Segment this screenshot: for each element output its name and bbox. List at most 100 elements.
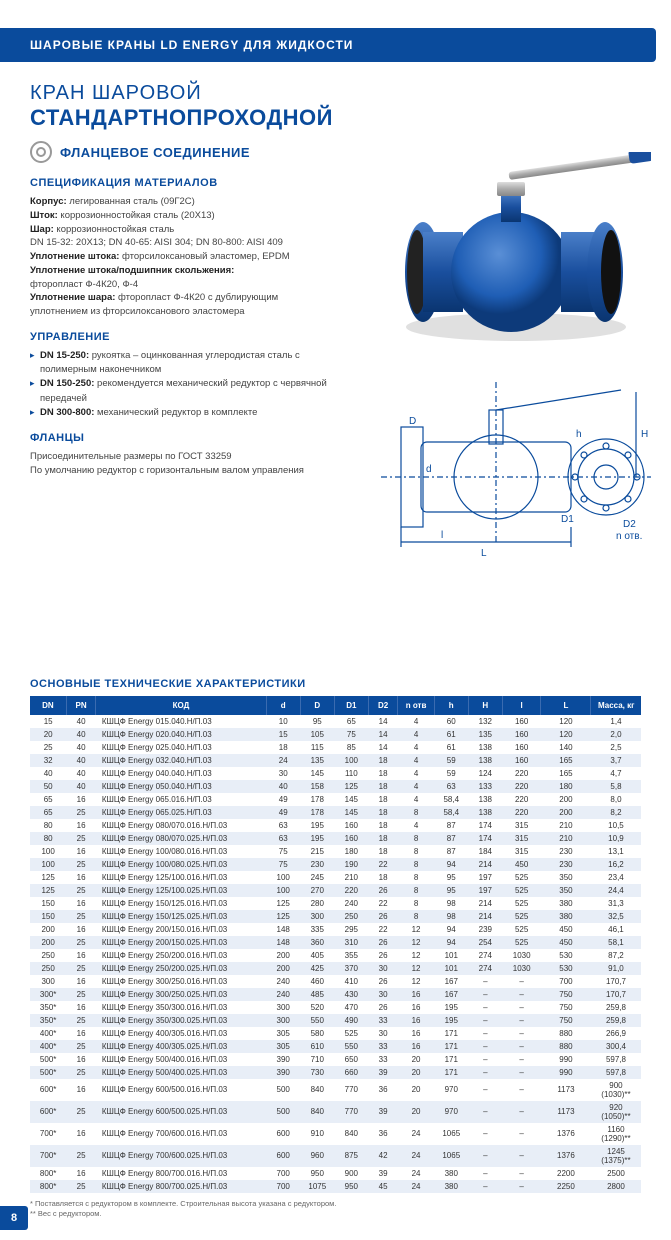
table-cell: 750 bbox=[541, 988, 591, 1001]
table-cell: 174 bbox=[468, 819, 502, 832]
table-cell: – bbox=[502, 1145, 541, 1167]
table-cell: 16 bbox=[66, 897, 96, 910]
table-cell: 910 bbox=[300, 1123, 334, 1145]
table-cell: 355 bbox=[334, 949, 368, 962]
table-cell: 160 bbox=[334, 819, 368, 832]
svg-text:l: l bbox=[441, 530, 443, 541]
table-cell: КШЦФ Energy 050.040.Н/П.03 bbox=[96, 780, 266, 793]
spec-line: Уплотнение штока: фторсилоксановый эласт… bbox=[30, 250, 350, 264]
table-cell: 200 bbox=[266, 949, 300, 962]
table-cell: КШЦФ Energy 150/125.025.Н/П.03 bbox=[96, 910, 266, 923]
table-cell: 660 bbox=[334, 1066, 368, 1079]
table-cell: 650 bbox=[334, 1053, 368, 1066]
table-cell: 530 bbox=[541, 962, 591, 975]
table-cell: 730 bbox=[300, 1066, 334, 1079]
table-row: 8016КШЦФ Energy 080/070.016.Н/П.03631951… bbox=[30, 819, 641, 832]
table-cell: 180 bbox=[334, 845, 368, 858]
table-row: 2040КШЦФ Energy 020.040.Н/П.031510575144… bbox=[30, 728, 641, 741]
table-cell: 10 bbox=[266, 715, 300, 728]
control-section: УПРАВЛЕНИЕ DN 15-250: рукоятка – оцинков… bbox=[30, 331, 350, 420]
table-cell: 16 bbox=[66, 1027, 96, 1040]
table-cell: 1065 bbox=[434, 1123, 468, 1145]
table-cell: 33 bbox=[368, 1053, 398, 1066]
table-cell: 75 bbox=[266, 858, 300, 871]
table-cell: 450 bbox=[541, 923, 591, 936]
table-cell: 210 bbox=[334, 871, 368, 884]
table-cell: 4 bbox=[398, 715, 434, 728]
table-cell: 710 bbox=[300, 1053, 334, 1066]
table-cell: 8 bbox=[398, 884, 434, 897]
spec-line: Шток: коррозионностойкая сталь (20Х13) bbox=[30, 209, 350, 223]
table-cell: 485 bbox=[300, 988, 334, 1001]
table-cell: 165 bbox=[541, 767, 591, 780]
table-cell: 230 bbox=[300, 858, 334, 871]
table-cell: 18 bbox=[368, 767, 398, 780]
table-cell: 300 bbox=[266, 1014, 300, 1027]
spec-table: DNPNКОДdDD1D2n отвhHlLМасса, кг 1540КШЦФ… bbox=[30, 696, 641, 1193]
table-cell: 125 bbox=[30, 871, 66, 884]
table-cell: 23,4 bbox=[591, 871, 641, 884]
table-cell: 58,4 bbox=[434, 793, 468, 806]
table-cell: 120 bbox=[541, 715, 591, 728]
table-cell: 597,8 bbox=[591, 1066, 641, 1079]
table-cell: 40 bbox=[66, 754, 96, 767]
table-cell: 87 bbox=[434, 832, 468, 845]
table-cell: 525 bbox=[502, 897, 541, 910]
table-cell: 10,9 bbox=[591, 832, 641, 845]
table-cell: 1,4 bbox=[591, 715, 641, 728]
table-cell: КШЦФ Energy 400/305.025.Н/П.03 bbox=[96, 1040, 266, 1053]
table-cell: 133 bbox=[468, 780, 502, 793]
table-cell: 110 bbox=[334, 767, 368, 780]
table-cell: 138 bbox=[468, 806, 502, 819]
col-header: h bbox=[434, 696, 468, 715]
bullet-line: DN 15-250: рукоятка – оцинкованная углер… bbox=[30, 349, 350, 378]
table-cell: 700 bbox=[541, 975, 591, 988]
table-cell: 135 bbox=[468, 728, 502, 741]
table-cell: 13,1 bbox=[591, 845, 641, 858]
table-cell: 300,4 bbox=[591, 1040, 641, 1053]
table-cell: 840 bbox=[334, 1123, 368, 1145]
table-cell: 25 bbox=[66, 1145, 96, 1167]
table-cell: КШЦФ Energy 032.040.Н/П.03 bbox=[96, 754, 266, 767]
table-cell: 425 bbox=[300, 962, 334, 975]
table-cell: 61 bbox=[434, 741, 468, 754]
table-cell: – bbox=[468, 1123, 502, 1145]
table-cell: 700 bbox=[266, 1167, 300, 1180]
table-cell: 94 bbox=[434, 923, 468, 936]
table-cell: 16 bbox=[398, 1001, 434, 1014]
table-cell: – bbox=[468, 1040, 502, 1053]
table-row: 20016КШЦФ Energy 200/150.016.Н/П.0314833… bbox=[30, 923, 641, 936]
col-header: PN bbox=[66, 696, 96, 715]
spec-line: Присоединительные размеры по ГОСТ 33259 bbox=[30, 450, 350, 464]
table-cell: 230 bbox=[541, 845, 591, 858]
table-cell: – bbox=[468, 1027, 502, 1040]
table-cell: 12 bbox=[398, 923, 434, 936]
table-cell: 920 (1050)** bbox=[591, 1101, 641, 1123]
table-cell: 200 bbox=[541, 793, 591, 806]
table-row: 4040КШЦФ Energy 040.040.Н/П.033014511018… bbox=[30, 767, 641, 780]
table-cell: КШЦФ Energy 700/600.025.Н/П.03 bbox=[96, 1145, 266, 1167]
table-cell: 2,5 bbox=[591, 741, 641, 754]
table-cell: – bbox=[468, 1167, 502, 1180]
table-cell: 91,0 bbox=[591, 962, 641, 975]
table-cell: 49 bbox=[266, 806, 300, 819]
table-cell: 4 bbox=[398, 741, 434, 754]
table-cell: 125 bbox=[334, 780, 368, 793]
table-cell: 171 bbox=[434, 1053, 468, 1066]
control-title: УПРАВЛЕНИЕ bbox=[30, 331, 350, 343]
table-cell: 8,2 bbox=[591, 806, 641, 819]
table-cell: 16 bbox=[66, 1001, 96, 1014]
table-cell: 25 bbox=[66, 832, 96, 845]
col-header: DN bbox=[30, 696, 66, 715]
table-cell: 250 bbox=[30, 949, 66, 962]
table-cell: 125 bbox=[266, 897, 300, 910]
table-cell: – bbox=[468, 1014, 502, 1027]
table-cell: КШЦФ Energy 600/500.016.Н/П.03 bbox=[96, 1079, 266, 1101]
table-cell: 315 bbox=[502, 832, 541, 845]
table-cell: 25 bbox=[66, 1066, 96, 1079]
table-cell: 200 bbox=[30, 923, 66, 936]
table-cell: КШЦФ Energy 800/700.025.Н/П.03 bbox=[96, 1180, 266, 1193]
table-cell: 25 bbox=[66, 1014, 96, 1027]
table-cell: 160 bbox=[502, 728, 541, 741]
spec-line: уплотнением из фторсилоксанового эластом… bbox=[30, 305, 350, 319]
